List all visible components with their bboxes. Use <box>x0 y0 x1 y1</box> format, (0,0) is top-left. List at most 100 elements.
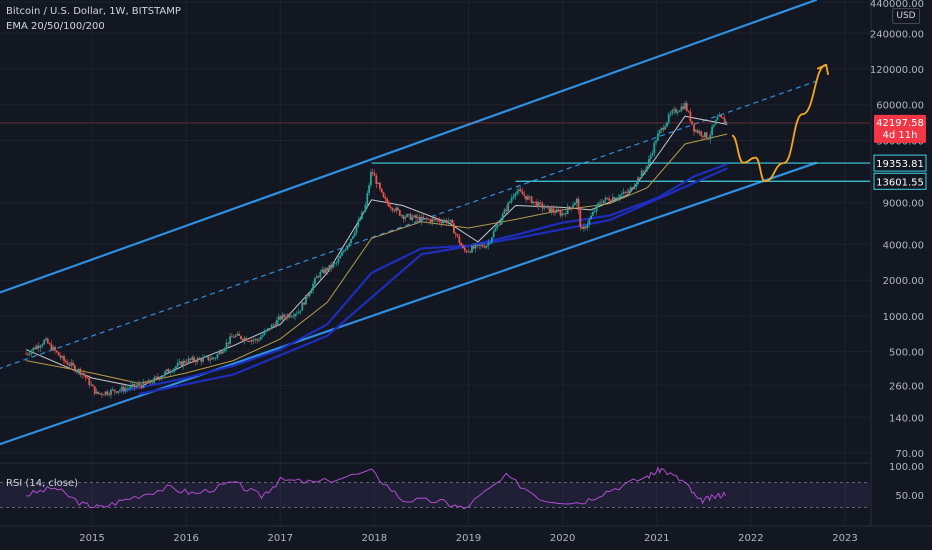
candle-body <box>512 196 515 199</box>
candle-body <box>462 245 464 248</box>
candle-body <box>212 357 215 359</box>
ema-legend[interactable]: EMA 20/50/100/200 <box>6 21 105 32</box>
candle-body <box>321 269 324 273</box>
candle-body <box>638 177 641 179</box>
candle-body <box>207 356 210 361</box>
candle-body <box>649 155 652 160</box>
candle-body <box>205 356 208 358</box>
candle-body <box>485 245 488 248</box>
current-price-value: 42197.58 <box>876 118 924 129</box>
candle-body <box>111 389 114 391</box>
candle-body <box>193 357 195 361</box>
candle-body <box>48 343 51 345</box>
candle-body <box>595 205 598 212</box>
candle-body <box>57 352 60 356</box>
candle-body <box>420 216 423 222</box>
candle-body <box>573 202 576 206</box>
candle-body <box>341 251 343 256</box>
candle-body <box>590 215 593 219</box>
candle-body <box>492 231 495 238</box>
candle-body <box>218 351 221 355</box>
candle-body <box>236 333 239 336</box>
candle-body <box>75 370 78 372</box>
candle-body <box>113 389 116 392</box>
candle-body <box>593 211 596 213</box>
x-tick-label: 2017 <box>268 533 293 544</box>
candle-body <box>88 377 91 386</box>
candle-body <box>92 384 94 387</box>
candle-body <box>241 338 244 341</box>
rsi-line <box>26 466 727 510</box>
currency-badge[interactable]: USD <box>892 8 920 24</box>
candle-body <box>539 202 542 204</box>
candle-body <box>601 202 603 204</box>
candle-body <box>463 247 466 251</box>
candle-body <box>501 213 504 221</box>
candle-body <box>234 335 237 338</box>
candle-body <box>559 211 562 216</box>
rsi-tick-label: 50.00 <box>895 491 924 502</box>
candle-body <box>508 201 511 203</box>
candle-body <box>135 385 138 387</box>
candle-body <box>525 195 528 200</box>
candle-body <box>274 324 277 326</box>
candle-body <box>438 219 441 222</box>
candle-body <box>391 207 394 211</box>
candle-body <box>250 340 253 342</box>
candle-body <box>721 117 724 119</box>
candle-body <box>581 227 583 229</box>
candle-body <box>180 361 183 366</box>
price-axis-bg <box>871 0 932 550</box>
candle-body <box>442 221 444 224</box>
bar-countdown: 4d 11h <box>883 130 918 141</box>
candle-body <box>584 226 587 229</box>
candle-body <box>238 333 241 336</box>
candle-body <box>606 197 609 199</box>
candle-body <box>263 331 266 335</box>
candle-body <box>54 347 56 351</box>
candle-body <box>514 193 517 197</box>
candle-body <box>360 212 363 219</box>
x-tick-label: 2015 <box>79 533 104 544</box>
candle-body <box>119 389 121 392</box>
candle-body <box>691 121 694 125</box>
candle-body <box>397 207 399 211</box>
candle-body <box>575 198 578 203</box>
rsi-legend[interactable]: RSI (14, close) <box>6 478 79 489</box>
candle-body <box>270 324 273 330</box>
candle-body <box>384 197 387 199</box>
candle-body <box>272 324 275 326</box>
candle-body <box>28 353 31 355</box>
candle-body <box>723 118 726 124</box>
candle-body <box>194 360 197 363</box>
candle-body <box>516 191 519 194</box>
candle-body <box>353 232 356 237</box>
candle-body <box>386 198 389 203</box>
candle-body <box>63 356 65 361</box>
candle-body <box>279 316 282 320</box>
candle-body <box>294 314 296 317</box>
candle-body <box>187 358 190 363</box>
candle-body <box>303 302 306 305</box>
candle-body <box>59 355 62 358</box>
candle-body <box>406 214 408 217</box>
candle-body <box>429 219 432 223</box>
candle-body <box>557 209 560 212</box>
candle-body <box>456 234 459 237</box>
x-tick-label: 2020 <box>550 533 575 544</box>
candle-body <box>117 391 120 393</box>
candle-body <box>673 109 676 111</box>
candle-body <box>705 132 708 139</box>
candle-body <box>128 388 130 389</box>
candle-body <box>232 336 235 338</box>
candle-body <box>586 224 589 229</box>
candle-body <box>725 121 728 124</box>
candle-body <box>481 245 484 247</box>
candle-body <box>366 193 369 205</box>
candle-body <box>453 223 455 234</box>
candle-body <box>418 217 421 222</box>
candle-body <box>404 216 407 219</box>
candle-body <box>110 389 112 395</box>
